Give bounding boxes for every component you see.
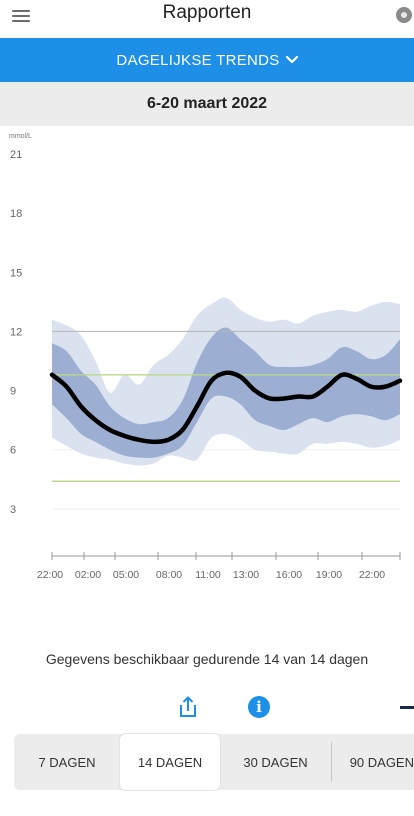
tab-label: 90 DAGEN [349, 754, 414, 770]
info-icon[interactable]: i [248, 696, 270, 718]
x-tick-label: 08:00 [156, 569, 182, 581]
y-tick-label: 21 [10, 149, 22, 161]
page-title: Rapporten [162, 2, 252, 23]
scroll-indicator [400, 706, 414, 709]
top-app-bar: Rapporten [0, 0, 414, 38]
x-tick-label: 02:00 [75, 569, 101, 581]
daily-trends-chart: mmol/L 21 18 15 12 9 6 3 22:00 02:00 05:00 08:00 11:… [9, 133, 403, 581]
tab-label: 14 DAGEN [137, 754, 203, 770]
y-tick-label: 15 [10, 267, 22, 279]
chevron-down-icon [285, 56, 298, 64]
tab-90-dagen[interactable]: 90 DAGEN [332, 734, 414, 790]
hamburger-menu-icon[interactable] [12, 7, 30, 25]
tab-divider [331, 742, 332, 782]
y-tick-label: 9 [10, 386, 16, 398]
report-type-selector[interactable]: DAGELIJKSE TRENDS [0, 38, 414, 82]
x-tick-label: 05:00 [113, 569, 139, 581]
x-tick-label: 16:00 [276, 569, 302, 581]
tab-label: 7 DAGEN [38, 754, 96, 770]
y-tick-label: 3 [10, 504, 16, 516]
tab-14-dagen[interactable]: 14 DAGEN [120, 734, 220, 790]
median-line [49, 370, 403, 445]
date-range-header: 6-20 maart 2022 [0, 82, 414, 126]
x-tick-label: 13:00 [233, 569, 259, 581]
inner-percentile-band [52, 327, 400, 458]
y-tick-label: 6 [10, 445, 16, 457]
report-type-label: DAGELIJKSE TRENDS [116, 51, 280, 69]
x-tick-label: 19:00 [316, 569, 342, 581]
share-icon[interactable] [178, 696, 198, 718]
y-tick-label: 18 [10, 208, 22, 220]
x-tick-label: 11:00 [195, 569, 221, 581]
x-tick-label: 22:00 [37, 569, 63, 581]
tab-label: 30 DAGEN [243, 754, 308, 770]
tab-30-dagen[interactable]: 30 DAGEN [220, 734, 331, 790]
y-tick-label: 12 [10, 326, 22, 338]
sensor-icon[interactable] [396, 7, 412, 23]
y-axis-unit: mmol/L [9, 133, 32, 140]
tab-7-dagen[interactable]: 7 DAGEN [14, 734, 120, 790]
data-availability-text: Gegevens beschikbaar gedurende 14 van 14… [45, 651, 369, 667]
period-tabs: 7 DAGEN 14 DAGEN 30 DAGEN 90 DAGEN [14, 734, 414, 790]
x-tick-label: 22:00 [359, 569, 385, 581]
date-range-label: 6-20 maart 2022 [146, 95, 268, 112]
